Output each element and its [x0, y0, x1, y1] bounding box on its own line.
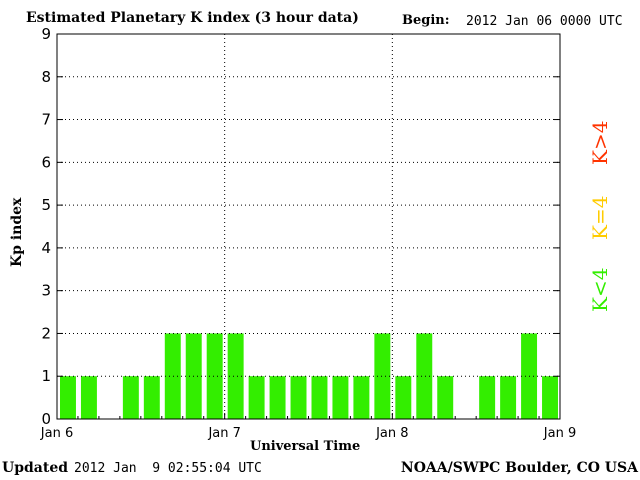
kp-bar	[164, 333, 181, 419]
y-tick-label: 4	[41, 239, 51, 257]
kp-bar	[269, 376, 286, 419]
kp-bar	[311, 376, 328, 419]
chart-title: Estimated Planetary K index (3 hour data…	[26, 10, 359, 26]
y-tick-label: 1	[41, 367, 51, 385]
kp-bar	[437, 376, 454, 419]
kp-bar	[353, 376, 370, 419]
x-tick-label: Jan 8	[375, 426, 408, 441]
kp-bar	[479, 376, 496, 419]
kp-bar	[542, 376, 558, 419]
kp-bar	[374, 333, 391, 419]
y-tick-label: 8	[41, 68, 51, 86]
kp-bar	[332, 376, 349, 419]
kp-bar	[248, 376, 265, 419]
legend-k-less-4: K<4	[588, 267, 612, 312]
y-tick-label: 0	[41, 410, 51, 428]
x-tick-label: Jan 9	[543, 426, 576, 441]
y-tick-label: 2	[41, 324, 51, 342]
legend-k-equal-4: K=4	[588, 195, 612, 240]
kp-bar	[395, 376, 412, 419]
kp-bar	[227, 333, 244, 419]
x-tick-label: Jan 7	[207, 426, 240, 441]
y-tick-label: 9	[41, 25, 51, 43]
begin-label: Begin:	[402, 13, 450, 28]
kp-bar	[500, 376, 517, 419]
updated-timestamp: 2012 Jan 9 02:55:04 UTC	[74, 461, 262, 476]
kp-bar	[290, 376, 307, 419]
kp-bar	[60, 376, 76, 419]
y-tick-label: 3	[41, 282, 51, 300]
updated-label: Updated	[2, 460, 69, 476]
x-tick-label: Jan 6	[40, 426, 73, 441]
y-tick-label: 5	[41, 196, 51, 214]
kp-bar	[206, 333, 223, 419]
kp-bar	[122, 376, 139, 419]
x-axis-label: Universal Time	[250, 439, 361, 454]
y-tick-label: 6	[41, 153, 51, 171]
plot-frame	[56, 33, 561, 420]
kp-bar	[143, 376, 160, 419]
kp-bar	[80, 376, 97, 419]
begin-value: 2012 Jan 06 0000 UTC	[466, 14, 623, 29]
legend-k-greater-4: K>4	[588, 120, 612, 165]
credit-line: NOAA/SWPC Boulder, CO USA	[400, 460, 638, 476]
y-tick-label: 7	[41, 111, 51, 129]
y-axis-label: Kp index	[9, 197, 25, 267]
kp-bar	[416, 333, 433, 419]
